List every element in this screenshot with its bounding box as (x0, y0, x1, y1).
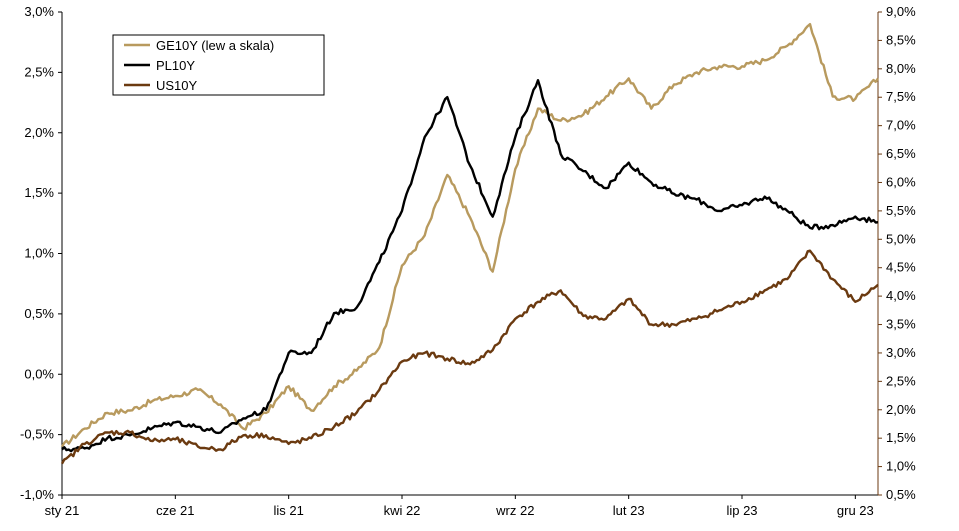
x-ticks: sty 21 cze 21 lis 21 kwi 22 wrz 22 lut 23 lip … (45, 495, 874, 518)
right-tick-label: 9,0% (886, 4, 916, 19)
right-tick-label: 8,0% (886, 61, 916, 76)
left-tick-label: 1,5% (24, 185, 54, 200)
right-tick-label: 6,5% (886, 146, 916, 161)
right-tick-label: 4,0% (886, 288, 916, 303)
series-line-ge10y (60, 22, 879, 448)
x-tick-label: lis 21 (273, 503, 303, 518)
legend-label-pl10y: PL10Y (156, 58, 195, 73)
x-tick-label: lut 23 (613, 503, 645, 518)
right-tick-label: 7,5% (886, 89, 916, 104)
left-tick-label: 3,0% (24, 4, 54, 19)
left-tick-label: 2,0% (24, 125, 54, 140)
right-tick-label: 6,0% (886, 174, 916, 189)
right-tick-label: 2,5% (886, 373, 916, 388)
left-y-ticks: -1,0% -0,5% 0,0% 0,5% 1,0% 1,5% 2,0% 2,5% 3,0% (20, 4, 62, 502)
right-tick-label: 5,5% (886, 203, 916, 218)
x-tick-label: wrz 22 (495, 503, 534, 518)
legend: GE10Y (lew a skala) PL10Y US10Y (112, 34, 325, 96)
right-tick-label: 3,5% (886, 317, 916, 332)
x-tick-label: cze 21 (156, 503, 194, 518)
x-tick-label: lip 23 (726, 503, 757, 518)
right-tick-label: 1,5% (886, 430, 916, 445)
left-tick-label: 0,5% (24, 306, 54, 321)
x-tick-label: sty 21 (45, 503, 80, 518)
right-tick-label: 8,5% (886, 32, 916, 47)
left-tick-label: -1,0% (20, 487, 54, 502)
right-tick-label: 7,0% (886, 118, 916, 133)
right-tick-label: 2,0% (886, 402, 916, 417)
legend-label-us10y: US10Y (156, 78, 198, 93)
left-tick-label: 1,0% (24, 246, 54, 261)
x-tick-label: kwi 22 (384, 503, 421, 518)
right-tick-label: 1,0% (886, 459, 916, 474)
series-line-us10y (60, 249, 879, 465)
right-y-ticks: 0,5% 1,0% 1,5% 2,0% 2,5% 3,0% 3,5% 4,0% 4,5% 5,0%… (878, 4, 916, 502)
legend-label-ge10y: GE10Y (lew a skala) (156, 38, 274, 53)
right-tick-label: 0,5% (886, 487, 916, 502)
x-tick-label: gru 23 (837, 503, 874, 518)
left-tick-label: 0,0% (24, 366, 54, 381)
right-tick-label: 3,0% (886, 345, 916, 360)
right-tick-label: 5,0% (886, 231, 916, 246)
left-tick-label: 2,5% (24, 64, 54, 79)
series-layer (60, 22, 879, 465)
left-tick-label: -0,5% (20, 427, 54, 442)
series-line-pl10y (61, 79, 879, 453)
right-tick-label: 4,5% (886, 260, 916, 275)
